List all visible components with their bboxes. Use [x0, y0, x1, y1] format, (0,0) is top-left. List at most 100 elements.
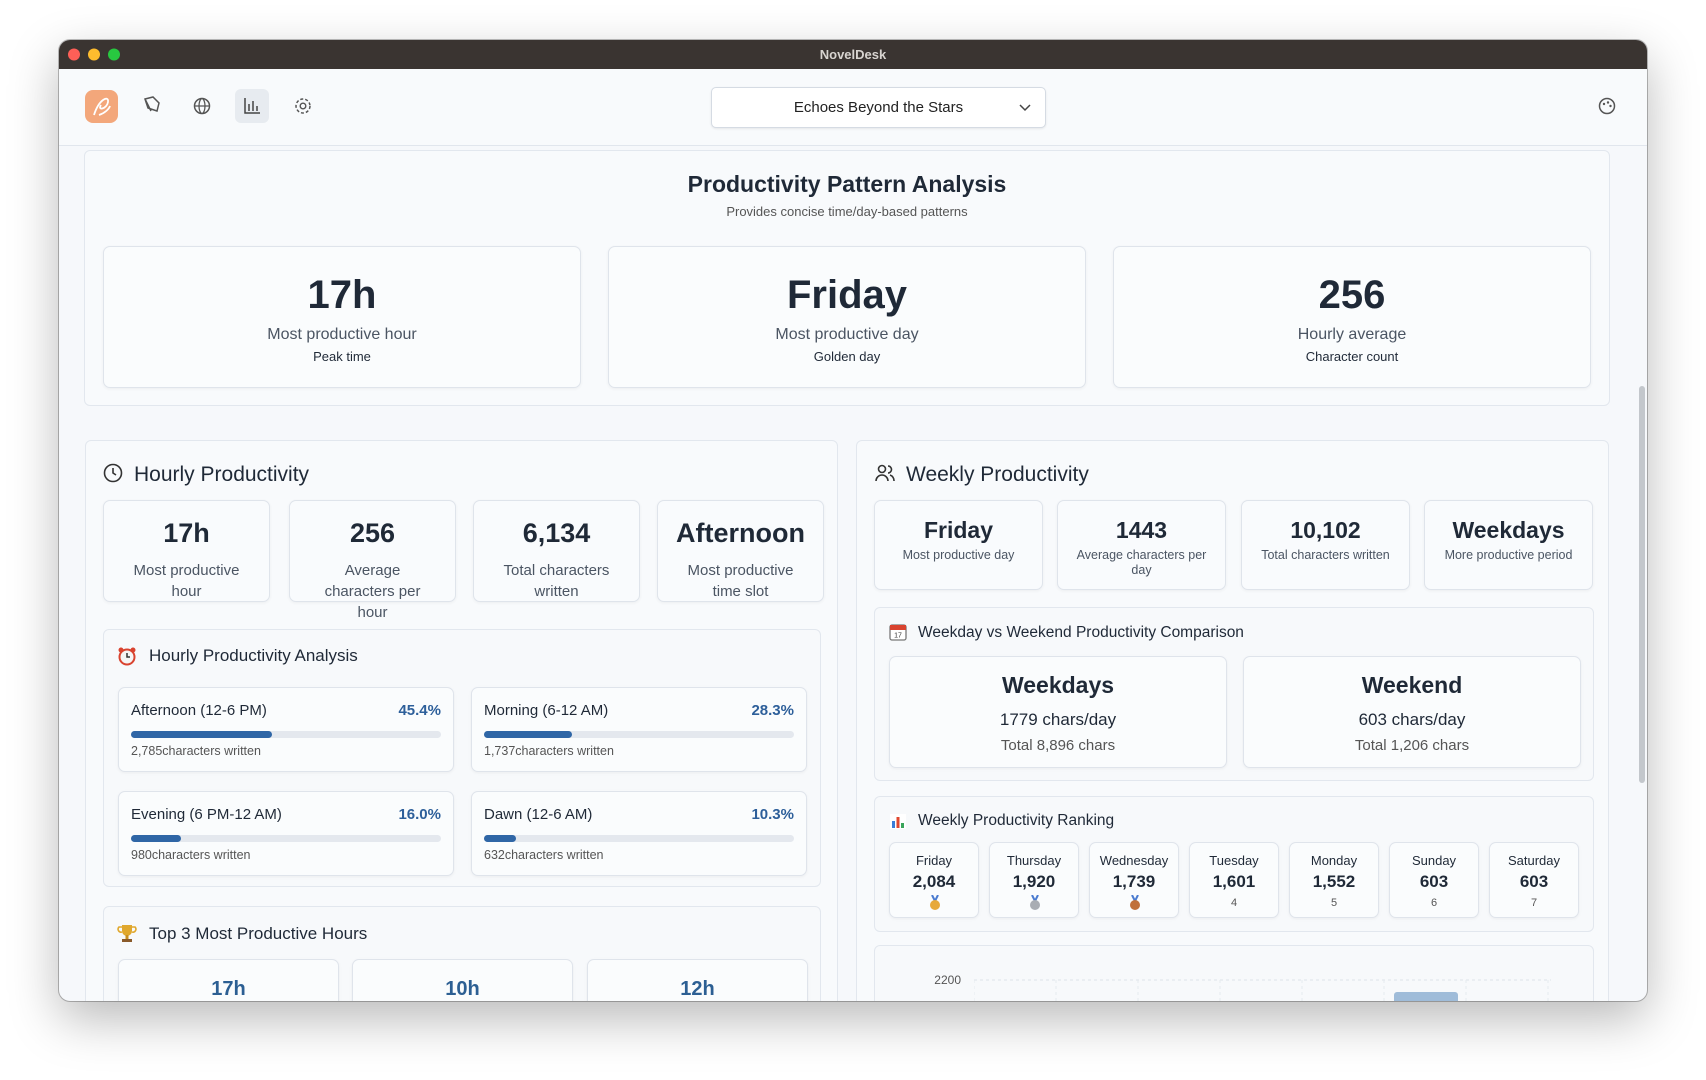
stat-card: Afternoon Most productive time slot	[657, 500, 824, 602]
chart-grid	[973, 968, 1551, 1001]
comparison-card: Weekend 603 chars/day Total 1,206 chars	[1243, 656, 1581, 768]
slot-percent: 45.4%	[398, 702, 441, 719]
day-card: Friday 2,084	[889, 842, 979, 918]
subsection-title: Top 3 Most Productive Hours	[149, 924, 368, 943]
stat-value: 1443	[1115, 517, 1168, 543]
progress-bar	[131, 835, 181, 842]
content: Productivity Pattern Analysis Provides co…	[59, 146, 1647, 1001]
weekly-panel: Weekly Productivity Friday Most productive…	[856, 440, 1609, 1001]
stat-card: 1443 Average characters per day	[1057, 500, 1226, 590]
nav-icons[interactable]	[59, 69, 359, 146]
summary-subtitle: Provides concise time/day-based patterns	[726, 203, 968, 219]
stat-card: Weekdays More productive period	[1424, 500, 1593, 590]
stat-value: Afternoon	[676, 517, 805, 548]
title-bar: NovelDesk	[59, 40, 1647, 69]
day-card: Thursday 1,920	[989, 842, 1079, 918]
slot-percent: 16.0%	[398, 806, 441, 823]
window-controls[interactable]	[59, 40, 139, 69]
subsection-title: Weekly Productivity Ranking	[918, 812, 1115, 829]
card-label: Most productive hour	[267, 325, 417, 343]
stat-label: Total characters written	[503, 561, 610, 600]
stat-label: More productive period	[1444, 547, 1573, 562]
day-card: Wednesday 1,739	[1089, 842, 1179, 918]
card-value: 17h	[307, 273, 377, 317]
section-title: Weekly Productivity	[906, 462, 1089, 486]
day-name: Saturday	[1507, 852, 1561, 868]
comparison-card: Weekdays 1779 chars/day Total 8,896 chars	[889, 656, 1227, 768]
chevron	[1019, 104, 1031, 112]
stat-value: Friday	[923, 517, 994, 543]
progress-bar	[484, 731, 572, 738]
slot-detail: 980characters written	[131, 848, 251, 862]
svg-text:17: 17	[894, 633, 902, 640]
day-card: Tuesday 1,601 4	[1189, 842, 1279, 918]
day-count: 1,739	[1112, 872, 1156, 891]
stat-label: Total characters written	[1261, 547, 1390, 562]
slot-name: Evening (6 PM-12 AM)	[131, 806, 282, 823]
stat-value: 256	[349, 517, 396, 548]
progress-track	[484, 731, 794, 738]
top-hours-panel: Top 3 Most Productive Hours 17h 10h 12h	[103, 906, 821, 1001]
day-card: Sunday 603 6	[1389, 842, 1479, 918]
progress-bar	[131, 731, 272, 738]
slot-percent: 10.3%	[751, 806, 794, 823]
project-name: Echoes Beyond the Stars	[793, 99, 964, 116]
slot-percent: 28.3%	[751, 702, 794, 719]
bar-top	[1394, 992, 1458, 1001]
medal	[1128, 894, 1142, 911]
stat-label: Most productive hour	[133, 561, 240, 600]
card-label: Hourly average	[1297, 325, 1407, 343]
app-window: NovelDesk Echoes Beyond the Stars Produc…	[59, 40, 1647, 1001]
day-name: Tuesday	[1209, 852, 1259, 868]
stat-label: Average characters per hour	[324, 561, 421, 621]
chart-icon	[887, 810, 909, 832]
progress-bar	[484, 835, 516, 842]
card-value: Friday	[786, 273, 908, 317]
project-select[interactable]: Echoes Beyond the Stars	[711, 87, 1046, 128]
day-card: Monday 1,552 5	[1289, 842, 1379, 918]
ranking-panel: Weekly Productivity Ranking Friday 2,084 Th…	[874, 796, 1594, 932]
users-icon	[874, 462, 896, 484]
medal	[1028, 894, 1042, 911]
progress-track	[131, 731, 441, 738]
day-name: Monday	[1310, 852, 1358, 868]
top-hour: 10h	[445, 978, 480, 1000]
alarm-icon	[116, 645, 138, 667]
window-title: NovelDesk	[819, 47, 887, 62]
comparison-rate: 603 chars/day	[1358, 710, 1466, 729]
slot-card: Afternoon (12-6 PM) 45.4% 2,785characters …	[118, 687, 454, 772]
summary-card: 17h Most productive hour Peak time	[103, 246, 581, 388]
summary-card: 256 Hourly average Character count	[1113, 246, 1591, 388]
progress-track	[484, 835, 794, 842]
day-count: 603	[1519, 872, 1549, 891]
slot-name: Dawn (12-6 AM)	[484, 806, 593, 823]
slot-card: Dawn (12-6 AM) 10.3% 632characters written	[471, 791, 807, 876]
theme-button[interactable]	[1597, 96, 1617, 116]
trophy-icon	[116, 922, 138, 944]
top-hour-card: 10h	[352, 959, 573, 1001]
stat-value: 6,134	[522, 517, 591, 548]
card-note: Character count	[1305, 348, 1399, 364]
slot-name: Afternoon (12-6 PM)	[131, 702, 267, 719]
day-card: Saturday 603 7	[1489, 842, 1579, 918]
comparison-panel: 17 Weekday vs Weekend Productivity Compar…	[874, 607, 1594, 781]
slot-detail: 1,737characters written	[484, 744, 614, 758]
day-count: 1,552	[1312, 872, 1356, 891]
card-value: 256	[1318, 273, 1386, 317]
progress-track	[131, 835, 441, 842]
summary-title: Productivity Pattern Analysis	[687, 171, 1007, 197]
top-hour-card: 12h	[587, 959, 808, 1001]
slot-detail: 632characters written	[484, 848, 604, 862]
stat-card: 256 Average characters per hour	[289, 500, 456, 621]
analysis-panel: Hourly Productivity Analysis Afternoon (1…	[103, 629, 821, 887]
stat-label: Most productive day	[902, 547, 1015, 562]
comparison-total: Total 1,206 chars	[1354, 737, 1470, 754]
chart-panel: 2200	[874, 945, 1594, 1001]
calendar-icon: 17	[887, 621, 909, 643]
hourly-panel: Hourly Productivity 17h Most productive ho…	[85, 440, 838, 1001]
stat-card: Friday Most productive day	[874, 500, 1043, 590]
top-hour: 12h	[680, 978, 715, 1000]
slot-card: Morning (6-12 AM) 28.3% 1,737characters wr…	[471, 687, 807, 772]
section-title: Hourly Productivity	[134, 462, 310, 486]
